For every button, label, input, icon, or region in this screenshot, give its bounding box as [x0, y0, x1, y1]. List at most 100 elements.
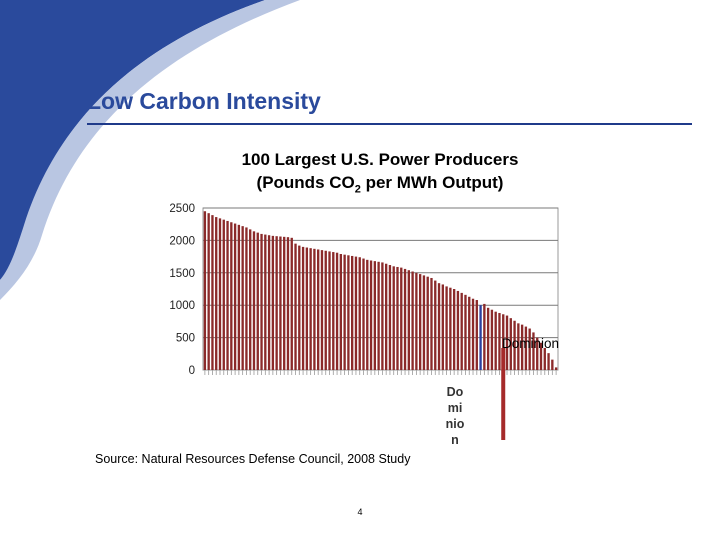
bar — [271, 235, 275, 370]
bar — [509, 318, 512, 370]
page-number: 4 — [357, 507, 363, 517]
y-tick-label: 2500 — [169, 203, 195, 215]
bar — [411, 271, 414, 370]
bar — [483, 303, 486, 370]
bar — [460, 292, 463, 370]
bar — [283, 236, 286, 370]
bar — [430, 277, 433, 370]
bar — [513, 320, 516, 370]
bar — [260, 233, 263, 370]
bar — [332, 252, 335, 370]
bar — [445, 286, 448, 370]
bar — [502, 314, 505, 370]
bar — [309, 248, 312, 370]
bar — [452, 289, 456, 370]
bar — [305, 247, 309, 370]
bar — [505, 315, 509, 370]
bar — [396, 266, 399, 370]
bar — [328, 251, 331, 370]
bar — [449, 287, 452, 370]
bar — [373, 261, 377, 370]
bar — [539, 342, 543, 370]
y-tick-label: 0 — [189, 365, 195, 377]
y-tick-label: 500 — [176, 333, 195, 345]
bar — [320, 250, 324, 370]
bar — [222, 219, 225, 370]
bar — [520, 324, 524, 370]
bar — [400, 267, 403, 370]
bar — [415, 272, 418, 370]
chart-title-line2-pre: (Pounds CO — [256, 173, 355, 192]
bar — [381, 262, 384, 370]
bar — [392, 266, 395, 370]
y-tick-label: 1500 — [169, 268, 195, 280]
dominion-callout-bar — [501, 348, 506, 440]
bar — [528, 328, 531, 370]
bar — [536, 337, 539, 370]
bar — [249, 229, 252, 370]
chart-title: 100 Largest U.S. Power Producers (Pounds… — [170, 148, 590, 201]
bar — [366, 259, 369, 370]
bar — [369, 260, 373, 370]
bar — [218, 218, 222, 370]
bar — [237, 224, 241, 370]
bar — [468, 296, 471, 370]
bar — [211, 215, 214, 370]
bar — [230, 222, 233, 370]
bar — [486, 307, 490, 370]
bar — [532, 332, 535, 370]
bar — [339, 254, 343, 370]
bar — [422, 275, 426, 370]
bar — [347, 255, 350, 370]
bar — [456, 290, 460, 370]
bar — [256, 232, 259, 370]
bar — [437, 283, 441, 370]
bar — [207, 213, 210, 370]
bar — [286, 237, 290, 370]
chart-title-line2: (Pounds CO2 per MWh Output) — [170, 171, 590, 201]
bar — [343, 254, 346, 370]
bar — [441, 284, 444, 370]
bar — [434, 280, 437, 370]
bar — [362, 258, 365, 370]
bar — [407, 270, 410, 370]
bar — [294, 243, 297, 370]
bar — [317, 249, 320, 370]
bar — [403, 268, 407, 370]
dominion-label-right: Dominion — [502, 336, 559, 351]
bar — [245, 227, 248, 370]
chart-title-line1: 100 Largest U.S. Power Producers — [241, 150, 519, 169]
bar — [354, 256, 358, 370]
bar — [418, 274, 422, 370]
bar — [471, 298, 475, 370]
chart-title-subscript: 2 — [354, 183, 361, 196]
bar-highlight — [479, 305, 482, 370]
dominion-label-below: mi — [448, 401, 463, 415]
bar — [290, 237, 293, 370]
bar — [264, 234, 267, 370]
bar — [351, 255, 354, 370]
bar — [226, 220, 229, 370]
bar — [215, 217, 218, 370]
bar — [498, 312, 501, 370]
bar — [298, 245, 301, 370]
bar — [543, 347, 546, 370]
y-tick-label: 2000 — [169, 235, 195, 247]
bar — [301, 246, 305, 370]
bar — [426, 276, 429, 370]
title-rule — [87, 123, 692, 125]
bar — [275, 236, 278, 370]
bar — [233, 223, 237, 370]
dominion-label-below: nio — [446, 417, 465, 431]
bar — [551, 359, 554, 370]
source-note: Source: Natural Resources Defense Counci… — [95, 452, 411, 466]
dominion-label-below: Do — [447, 385, 464, 399]
bar — [547, 353, 550, 370]
bar — [252, 231, 256, 370]
bar — [524, 326, 528, 370]
bar — [241, 226, 244, 370]
bar — [335, 252, 339, 370]
bar — [490, 309, 494, 370]
bar — [554, 367, 558, 370]
